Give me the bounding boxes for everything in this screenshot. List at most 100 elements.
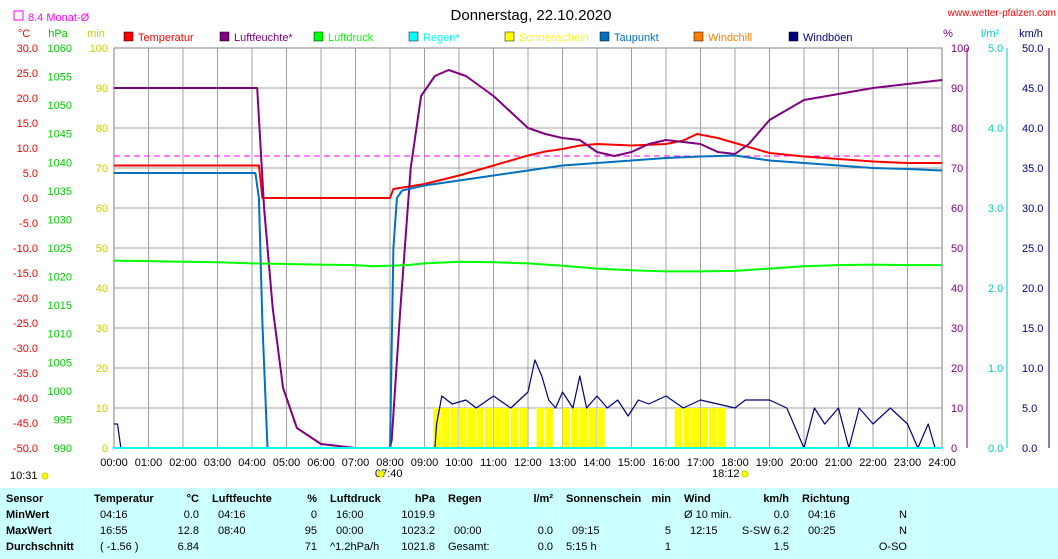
- regen-total-value: 0.0: [537, 541, 553, 553]
- wind-tick-label: 30.0: [1022, 203, 1043, 215]
- percent-tick-label: 100: [951, 43, 969, 55]
- row-label-sensor: Sensor: [6, 493, 44, 505]
- richtung-avg-value: O-SO: [878, 541, 907, 553]
- sonnenschein-column: Sonnenschein min 09:15 5 5:15 h 1: [560, 488, 678, 559]
- time-tick-label: 01:00: [135, 457, 163, 469]
- percent-tick-label: 30: [951, 323, 963, 335]
- sunshine-bar: [579, 408, 588, 448]
- row-labels-column: Sensor MinWert MaxWert Durchschnitt: [0, 488, 88, 559]
- wind-tick-label: 10.0: [1022, 363, 1043, 375]
- celsius-tick-label: -10.0: [13, 243, 38, 255]
- celsius-tick-label: -30.0: [13, 343, 38, 355]
- temperatur-avg-note: ( -1.56 ): [100, 541, 139, 553]
- min-tick-label: 40: [96, 283, 108, 295]
- celsius-tick-label: -5.0: [19, 218, 38, 230]
- percent-unit: %: [943, 28, 953, 40]
- regen-column: Regen l/m² 00:00 0.0 Gesamt: 0.0: [442, 488, 560, 559]
- time-tick-label: 17:00: [687, 457, 715, 469]
- sunshine-bar: [433, 408, 441, 448]
- hpa-tick-label: 1025: [48, 243, 72, 255]
- wind-header: Wind: [684, 493, 711, 505]
- temperatur-min-time: 04:16: [100, 509, 128, 521]
- time-tick-label: 21:00: [825, 457, 853, 469]
- series-windböen: [114, 359, 942, 449]
- wind-unit: km/h: [1019, 28, 1043, 40]
- time-tick-label: 07:00: [342, 457, 370, 469]
- time-tick-label: 24:00: [928, 457, 956, 469]
- luftdruck-min-value: 1019.9: [401, 509, 435, 521]
- celsius-tick-label: 10.0: [17, 143, 38, 155]
- sonnenschein-max-time: 09:15: [572, 525, 600, 537]
- chart-title: Donnerstag, 22.10.2020: [451, 7, 612, 24]
- min-tick-label: 100: [90, 43, 108, 55]
- luftdruck-unit: hPa: [414, 493, 435, 505]
- time-tick-label: 18:00: [721, 457, 749, 469]
- hpa-tick-label: 1020: [48, 272, 72, 284]
- time-tick-label: 09:00: [411, 457, 439, 469]
- time-tick-label: 15:00: [618, 457, 646, 469]
- min-tick-label: 30: [96, 323, 108, 335]
- percent-tick-label: 20: [951, 363, 963, 375]
- legend-label: Taupunkt: [614, 32, 659, 44]
- celsius-tick-label: 5.0: [23, 168, 38, 180]
- temperatur-max-value: 12.8: [177, 525, 199, 537]
- luftdruck-max-time: 00:00: [336, 525, 364, 537]
- celsius-tick-label: -20.0: [13, 293, 38, 305]
- luftfeuchte-min-time: 04:16: [218, 509, 246, 521]
- legend-label: Temperatur: [138, 32, 194, 44]
- legend-swatch: [313, 31, 324, 42]
- percent-tick-label: 0: [951, 443, 957, 455]
- temperatur-avg-value: 6.84: [177, 541, 199, 553]
- temperatur-column: Temperatur °C 04:16 0.0 16:55 12.8 ( -1.…: [88, 488, 206, 559]
- richtung-column: Richtung 04:16 N 00:25 N O-SO: [796, 488, 914, 559]
- wind-max-time: 12:15: [690, 525, 718, 537]
- celsius-tick-label: -50.0: [13, 443, 38, 455]
- percent-tick-label: 50: [951, 243, 963, 255]
- monthly-avg-label: 8.4 Monat-Ø: [28, 12, 90, 24]
- sunshine-bar: [545, 408, 553, 448]
- rain-tick-label: 3.0: [988, 203, 1003, 215]
- celsius-tick-label: 15.0: [17, 118, 38, 130]
- sunshine-bar: [441, 408, 450, 448]
- row-label-min: MinWert: [6, 509, 50, 521]
- regen-header: Regen: [448, 493, 482, 505]
- sunshine-bar: [597, 408, 605, 448]
- legend-label: Sonnenschein: [519, 32, 589, 44]
- time-tick-label: 05:00: [273, 457, 301, 469]
- row-label-max: MaxWert: [6, 525, 52, 537]
- time-tick-label: 11:00: [480, 457, 507, 469]
- hpa-tick-label: 1035: [48, 186, 72, 198]
- min-tick-label: 90: [96, 83, 108, 95]
- percent-tick-label: 60: [951, 203, 963, 215]
- sunshine-bar: [674, 408, 683, 448]
- percent-tick-label: 70: [951, 163, 963, 175]
- time-tick-label: 20:00: [790, 457, 818, 469]
- temperatur-unit: °C: [186, 493, 199, 505]
- wind-unit: km/h: [763, 493, 789, 505]
- wind-tick-label: 15.0: [1022, 323, 1043, 335]
- sunshine-bar: [510, 408, 519, 448]
- celsius-tick-label: -15.0: [13, 268, 38, 280]
- site-url[interactable]: www.wetter-pfalzen.com: [947, 8, 1056, 19]
- chart-legend: Temperatur Luftfeuchte* Luftdruck Regen* Son…: [123, 31, 853, 44]
- time-tick-label: 04:00: [238, 457, 266, 469]
- sunshine-bar: [700, 408, 709, 448]
- wind-tick-label: 25.0: [1022, 243, 1043, 255]
- legend-swatch: [408, 31, 419, 42]
- sunshine-bar: [717, 408, 726, 448]
- sonnenschein-header: Sonnenschein: [566, 493, 642, 505]
- time-tick-label: 06:00: [307, 457, 335, 469]
- updated-sun-icon: [41, 472, 49, 480]
- chart-grid: [113, 47, 1050, 449]
- rain-unit: l/m²: [981, 28, 1000, 40]
- sonnenschein-total: 5:15 h: [566, 541, 597, 553]
- time-tick-label: 19:00: [756, 457, 784, 469]
- sunshine-bar: [536, 408, 545, 448]
- hpa-tick-label: 1040: [48, 157, 72, 169]
- sunshine-bar: [502, 408, 510, 448]
- time-tick-label: 12:00: [514, 457, 542, 469]
- richtung-min-value: N: [899, 509, 907, 521]
- legend-swatch: [219, 31, 230, 42]
- time-tick-label: 16:00: [652, 457, 680, 469]
- series-luftdruck: [113, 259, 942, 273]
